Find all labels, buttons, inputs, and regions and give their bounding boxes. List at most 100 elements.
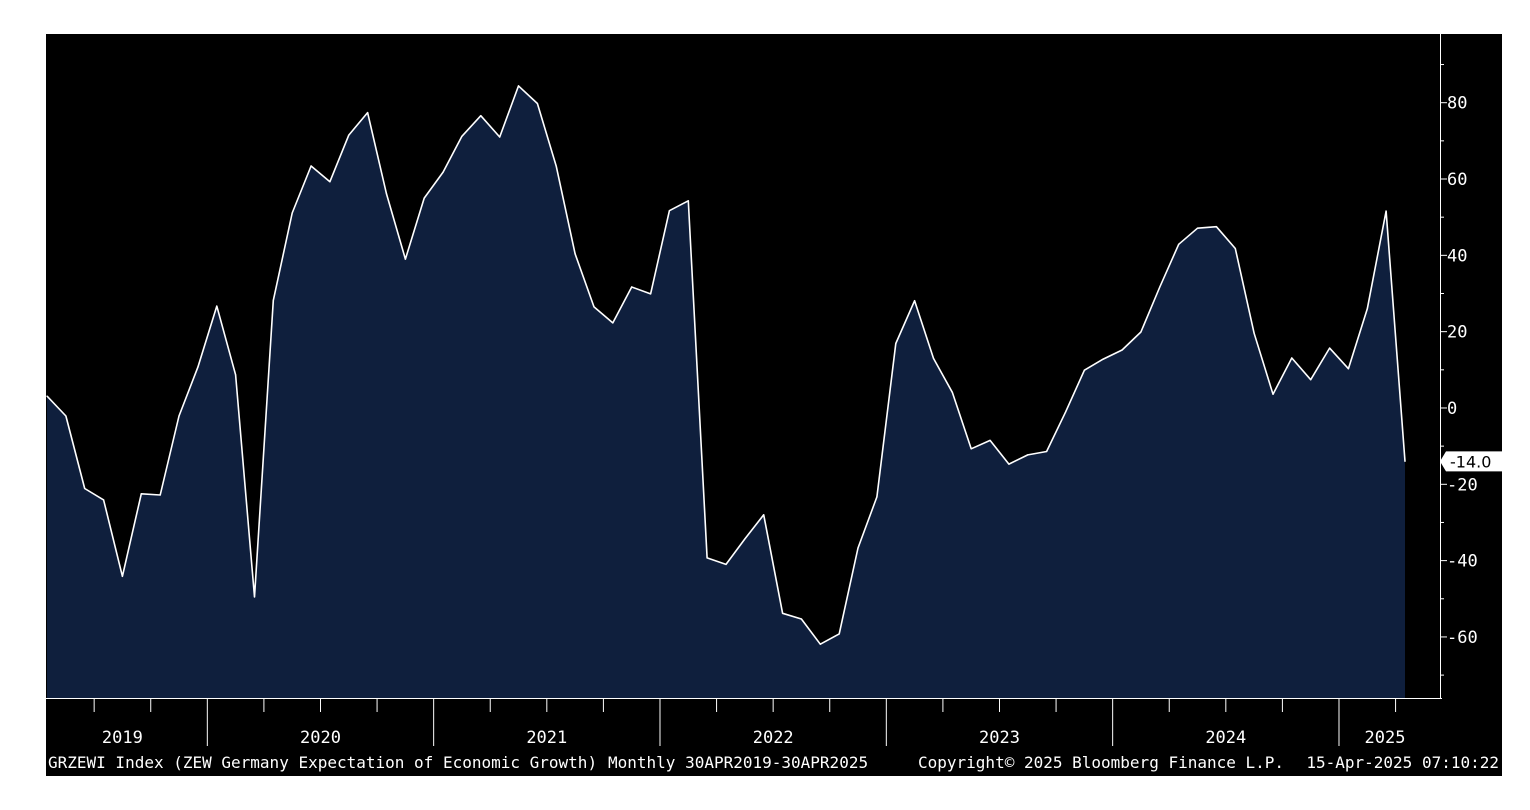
data-point — [1215, 226, 1217, 228]
x-tick-label: 2024 — [1205, 728, 1246, 748]
plot-area — [46, 85, 1442, 699]
y-tick-label: 0 — [1447, 399, 1457, 419]
last-value-marker: -14.0 — [1440, 451, 1502, 471]
data-point — [593, 306, 595, 308]
chart-panel: 80 60 40 20 0 -20 -40 -60 2019 2020 2021 2022 2023 2… — [46, 34, 1502, 776]
data-point — [536, 102, 538, 105]
data-point — [442, 171, 444, 173]
data-point — [235, 374, 237, 376]
data-point — [1159, 286, 1161, 288]
data-point — [348, 134, 350, 136]
data-point — [687, 200, 689, 202]
data-point — [499, 136, 501, 138]
data-point — [1046, 450, 1048, 453]
footer-copyright: Copyright© 2025 Bloomberg Finance L.P. — [918, 753, 1284, 772]
x-tick-label: 2021 — [526, 728, 567, 748]
y-tick-label: -20 — [1447, 475, 1478, 495]
x-axis: 2019 2020 2021 2022 2023 2024 2025 — [93, 698, 1406, 748]
data-point — [989, 439, 991, 441]
y-tick-label: 20 — [1447, 323, 1467, 343]
data-point — [178, 415, 180, 417]
y-axis: 80 60 40 20 0 -20 -40 -60 — [1440, 34, 1478, 698]
data-point — [1234, 247, 1236, 250]
data-point — [1310, 379, 1312, 381]
data-point — [1196, 227, 1199, 229]
data-point — [895, 342, 897, 345]
y-tick-label: 80 — [1447, 94, 1467, 114]
footer-ticker: GRZEWI Index (ZEW Germany Expectation of… — [48, 753, 597, 772]
data-point — [744, 538, 746, 540]
data-point — [631, 286, 633, 288]
series-area — [47, 85, 1405, 698]
data-point — [1178, 243, 1180, 245]
footer-range: Monthly 30APR2019-30APR2025 — [608, 753, 868, 772]
data-point — [650, 293, 652, 295]
data-point — [140, 493, 142, 495]
last-value-label: -14.0 — [1450, 452, 1491, 471]
data-point — [668, 210, 671, 212]
data-point — [1385, 210, 1387, 212]
data-point — [121, 575, 123, 577]
data-point — [1404, 460, 1406, 462]
footer-timestamp: 15-Apr-2025 07:10:22 — [1306, 753, 1499, 772]
data-point — [216, 305, 218, 307]
data-point — [197, 366, 199, 368]
footer: GRZEWI Index (ZEW Germany Expectation of… — [48, 753, 1499, 772]
data-point — [84, 487, 86, 490]
data-point — [367, 112, 369, 114]
data-point — [951, 391, 953, 393]
x-tick-label: 2020 — [300, 728, 341, 748]
data-point — [1027, 454, 1029, 456]
data-point — [1347, 368, 1349, 370]
x-tick-label: 2022 — [753, 728, 794, 748]
data-point — [291, 212, 293, 214]
data-point — [970, 448, 972, 450]
y-tick-label: -40 — [1447, 552, 1478, 572]
data-point — [555, 165, 557, 167]
data-point — [838, 633, 840, 635]
data-point — [272, 299, 274, 301]
data-point — [914, 300, 916, 302]
data-point — [103, 499, 105, 501]
data-point — [480, 115, 482, 117]
data-point — [310, 165, 312, 167]
data-point — [1140, 331, 1142, 333]
data-point — [159, 494, 161, 496]
data-point — [1291, 357, 1293, 359]
data-point — [932, 357, 935, 359]
x-tick-label: 2025 — [1365, 728, 1406, 748]
data-point — [782, 612, 784, 614]
data-point — [819, 643, 821, 645]
data-point — [385, 193, 388, 195]
data-point — [725, 563, 727, 566]
data-point — [517, 85, 520, 87]
data-point — [574, 253, 576, 255]
data-point — [706, 557, 708, 559]
data-point — [1329, 347, 1331, 349]
x-tick-label: 2019 — [102, 728, 143, 748]
data-point — [253, 596, 256, 598]
data-point — [1083, 369, 1085, 371]
data-point — [1253, 332, 1255, 334]
data-point — [329, 181, 331, 183]
data-point — [763, 514, 765, 516]
data-point — [612, 322, 614, 324]
data-point — [404, 258, 406, 260]
y-tick-label: 40 — [1447, 246, 1467, 266]
data-point — [65, 415, 67, 417]
y-tick-label: -60 — [1447, 628, 1478, 648]
data-point — [461, 135, 463, 137]
last-value-tag — [1440, 451, 1502, 472]
y-tick-label: 60 — [1447, 170, 1467, 190]
data-point — [1366, 308, 1368, 310]
data-point — [857, 547, 859, 549]
data-point — [800, 618, 803, 620]
data-point — [1272, 393, 1274, 395]
x-tick-label: 2023 — [979, 728, 1020, 748]
data-point — [1008, 463, 1010, 465]
data-point — [876, 496, 878, 498]
data-point — [1064, 411, 1067, 413]
data-point — [423, 197, 425, 199]
data-point — [1102, 358, 1104, 360]
